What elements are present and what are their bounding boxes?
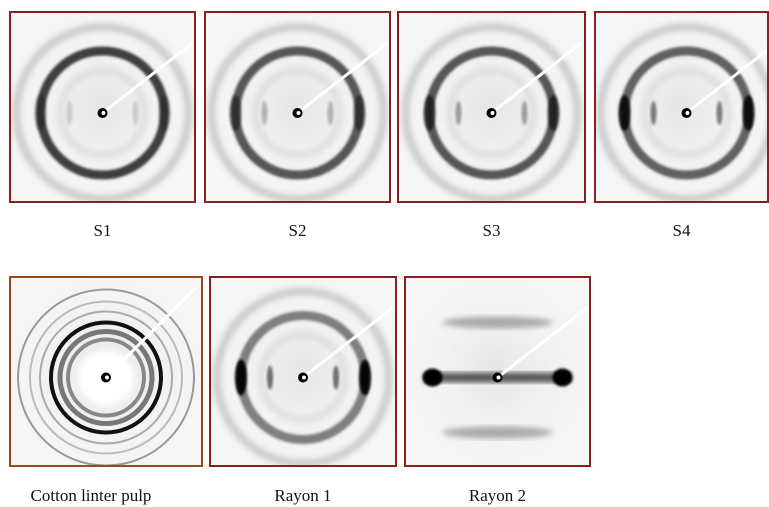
panel-label: Rayon 1 — [274, 486, 331, 505]
inner-arc — [67, 101, 73, 125]
diffraction-panel — [398, 12, 585, 202]
equatorial-spot — [423, 369, 443, 387]
equatorial-arc — [159, 95, 171, 131]
inner-arc — [522, 101, 528, 125]
panel-label: Rayon 2 — [469, 486, 526, 505]
inner-arc — [456, 101, 462, 125]
center-hole — [491, 111, 495, 115]
inner-arc — [328, 101, 334, 125]
equatorial-arc — [548, 95, 560, 131]
equatorial-spot — [553, 369, 573, 387]
center-hole — [302, 376, 306, 380]
center-hole — [686, 111, 690, 115]
diffraction-panel — [10, 12, 195, 202]
equatorial-arc — [235, 360, 247, 396]
diffraction-panel — [405, 277, 590, 466]
center-hole — [297, 111, 301, 115]
equatorial-arc — [35, 95, 47, 131]
inner-arc — [333, 366, 339, 390]
diffraction-panel — [205, 12, 390, 202]
inner-arc — [262, 101, 268, 125]
center-hole — [497, 376, 501, 380]
panel-label: Cotton linter pulp — [31, 486, 152, 505]
meridional-arc — [443, 427, 553, 439]
diffraction-panel — [210, 277, 396, 466]
equatorial-arc — [424, 95, 436, 131]
center-hole — [105, 376, 109, 380]
inner-arc — [267, 366, 273, 390]
inner-arc — [651, 101, 657, 125]
equatorial-arc — [743, 95, 755, 131]
equatorial-arc — [619, 95, 631, 131]
diffraction-panel — [10, 277, 202, 466]
inner-arc — [717, 101, 723, 125]
equatorial-arc — [230, 95, 242, 131]
panel-label: S2 — [289, 221, 307, 240]
equatorial-arc — [354, 95, 366, 131]
meridional-arc — [443, 317, 553, 329]
diffraction-panel — [595, 12, 769, 202]
panel-label: S1 — [94, 221, 112, 240]
center-hole — [102, 111, 106, 115]
figure: S1 S2 S3 S4 Cotton linter pulp Rayon 1 Rayon 2 — [0, 0, 769, 507]
panel-label: S3 — [483, 221, 501, 240]
inner-arc — [133, 101, 139, 125]
panel-label: S4 — [673, 221, 691, 240]
equatorial-arc — [359, 360, 371, 396]
